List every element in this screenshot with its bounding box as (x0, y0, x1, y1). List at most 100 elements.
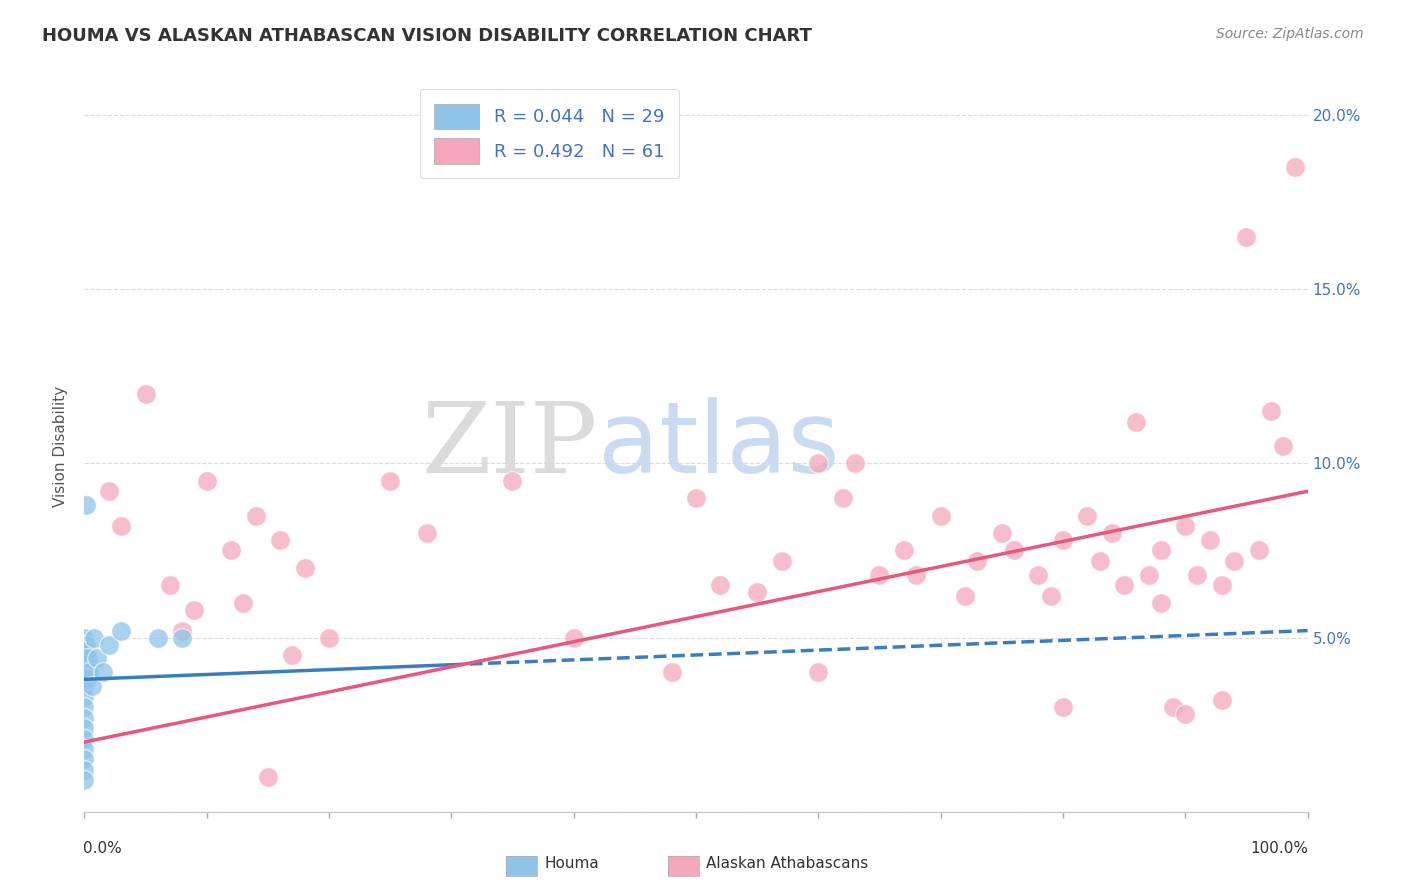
Point (73, 631, 96, 645)
Point (75, 658, 97, 673)
Text: atlas: atlas (598, 398, 839, 494)
Text: Alaskan Athabascans: Alaskan Athabascans (706, 856, 868, 871)
Point (172, 631, 194, 645)
Point (685, 491, 707, 506)
Point (281, 648, 304, 662)
Point (73, 679, 96, 693)
Point (380, 474, 402, 488)
Point (1002, 543, 1025, 558)
Point (831, 491, 853, 506)
Point (1101, 526, 1123, 541)
Point (97, 638, 120, 652)
Point (75, 498, 97, 512)
Point (76, 673, 98, 687)
Point (1198, 533, 1220, 547)
Point (1211, 693, 1233, 707)
Point (1223, 554, 1246, 568)
Point (1211, 578, 1233, 592)
Point (245, 508, 267, 523)
Point (73, 711, 96, 725)
Point (661, 665, 683, 680)
Point (1137, 567, 1160, 582)
Point (183, 603, 205, 617)
Point (562, 631, 585, 645)
Point (73, 742, 96, 756)
Point (318, 631, 340, 645)
Point (1272, 439, 1295, 453)
Point (1161, 700, 1184, 714)
Point (73, 731, 96, 746)
Point (232, 596, 254, 610)
Point (953, 589, 976, 603)
Point (966, 554, 988, 568)
Point (709, 578, 731, 592)
Point (135, 386, 157, 401)
Point (77, 651, 100, 665)
Point (146, 631, 169, 645)
Point (80, 679, 103, 693)
Point (73, 773, 96, 788)
Point (747, 585, 769, 599)
Point (893, 543, 915, 558)
Point (1260, 404, 1282, 418)
Point (73, 721, 96, 735)
Point (110, 624, 132, 638)
Point (1247, 543, 1270, 558)
Y-axis label: Vision Disability: Vision Disability (53, 385, 69, 507)
Point (73, 752, 96, 766)
Text: 0.0%: 0.0% (83, 841, 122, 856)
Point (1052, 700, 1074, 714)
Point (86, 651, 108, 665)
Point (1028, 567, 1050, 582)
Text: Houma: Houma (544, 856, 599, 871)
Point (257, 770, 280, 784)
Point (1174, 519, 1197, 533)
Point (1114, 578, 1136, 592)
Point (219, 543, 242, 558)
Point (294, 561, 316, 575)
Point (73, 651, 96, 665)
Point (73, 700, 96, 714)
Point (75, 638, 97, 652)
Text: 100.0%: 100.0% (1251, 841, 1309, 856)
Point (97, 484, 120, 499)
Point (269, 533, 291, 547)
Point (83, 631, 105, 645)
Point (77, 665, 100, 680)
Point (1039, 589, 1062, 603)
Text: Source: ZipAtlas.com: Source: ZipAtlas.com (1216, 27, 1364, 41)
Point (1150, 543, 1173, 558)
Point (1150, 596, 1173, 610)
Point (991, 526, 1014, 541)
Point (807, 665, 830, 680)
Point (195, 474, 218, 488)
Point (1284, 161, 1306, 175)
Text: ZIP: ZIP (422, 398, 598, 494)
Point (869, 567, 891, 582)
Point (172, 624, 194, 638)
Point (502, 474, 524, 488)
Point (73, 763, 96, 777)
Point (73, 690, 96, 704)
Point (807, 457, 830, 471)
Point (91, 665, 114, 680)
Point (110, 519, 132, 533)
Point (929, 508, 952, 523)
Point (1076, 508, 1098, 523)
Point (844, 457, 866, 471)
Legend: R = 0.044   N = 29, R = 0.492   N = 61: R = 0.044 N = 29, R = 0.492 N = 61 (420, 89, 679, 178)
Point (1174, 707, 1197, 722)
Point (1125, 415, 1147, 429)
Point (1052, 533, 1074, 547)
Point (1187, 567, 1209, 582)
Point (1236, 230, 1258, 244)
Point (73, 665, 96, 680)
Point (416, 526, 439, 541)
Point (770, 554, 793, 568)
Point (905, 567, 928, 582)
Point (1088, 554, 1111, 568)
Point (76, 644, 98, 658)
Point (73, 640, 96, 655)
Point (159, 578, 181, 592)
Text: HOUMA VS ALASKAN ATHABASCAN VISION DISABILITY CORRELATION CHART: HOUMA VS ALASKAN ATHABASCAN VISION DISAB… (42, 27, 813, 45)
